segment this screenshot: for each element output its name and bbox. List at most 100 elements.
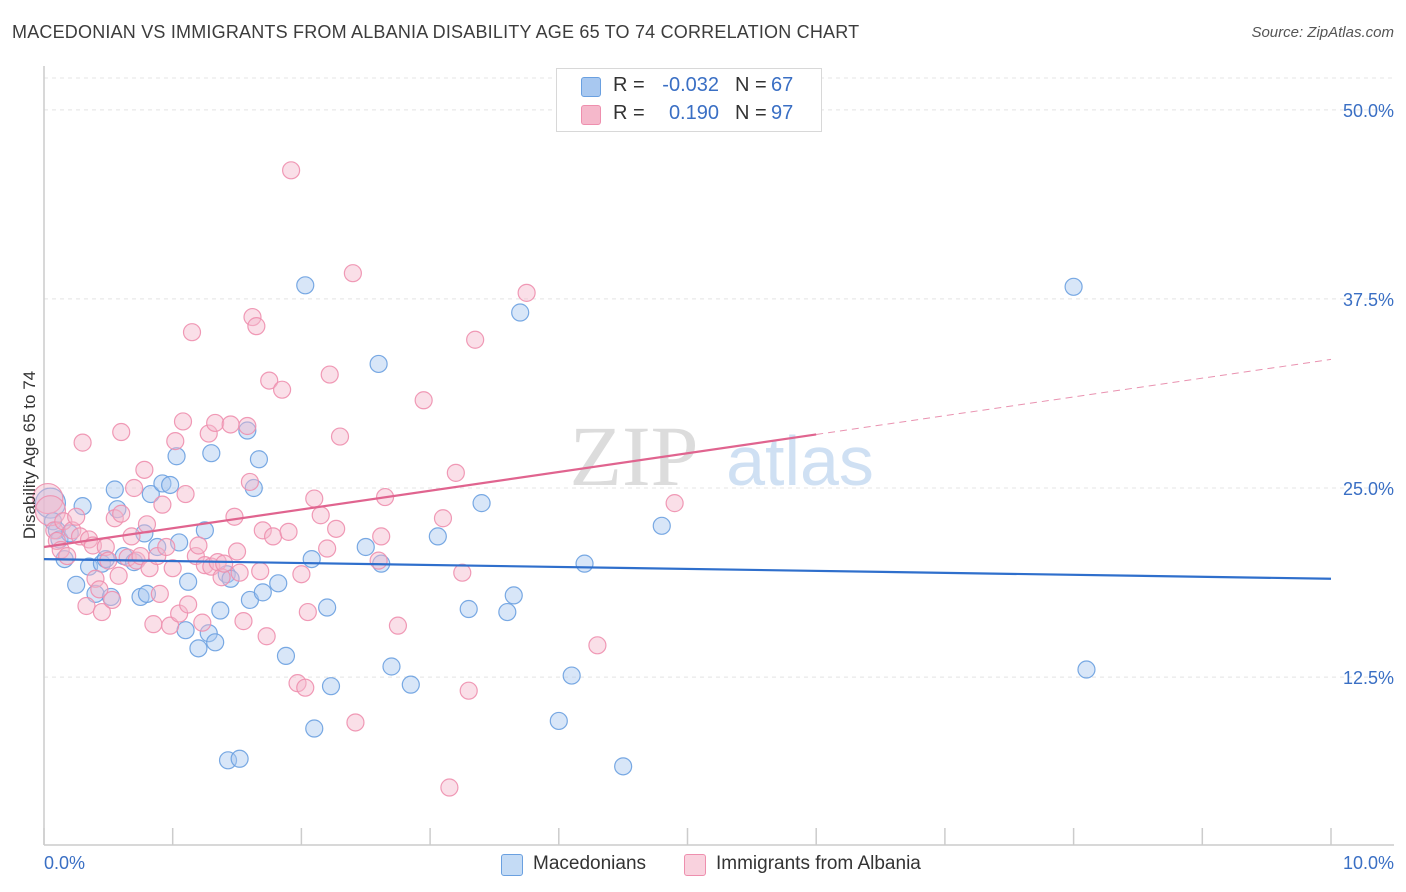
point-albania	[459, 681, 478, 700]
point-macedonian	[230, 749, 249, 768]
point-macedonian	[1064, 277, 1083, 296]
point-macedonian	[153, 474, 172, 493]
point-albania	[272, 380, 292, 399]
point-albania	[243, 307, 262, 327]
point-macedonian	[276, 646, 296, 666]
point-albania	[517, 283, 536, 302]
point-albania	[199, 424, 218, 443]
point-macedonian	[199, 624, 218, 643]
point-macedonian	[161, 475, 180, 495]
point-albania	[234, 612, 253, 631]
point-albania	[135, 460, 154, 479]
point-macedonian	[504, 586, 523, 605]
point-albania	[161, 616, 180, 635]
point-albania	[257, 627, 276, 646]
point-albania	[153, 495, 172, 514]
point-albania	[122, 527, 141, 546]
data-points	[32, 161, 1096, 797]
point-albania	[247, 317, 266, 336]
point-albania	[251, 562, 270, 581]
correlation-legend: R = -0.032 N = 67 R = 0.190 N = 97	[556, 68, 822, 132]
point-albania	[86, 569, 105, 588]
legend-row-albania: R = 0.190 N = 97	[557, 100, 821, 128]
legend-r-label: R =	[613, 102, 645, 124]
y-tick-label: 25.0%	[1343, 479, 1394, 499]
point-albania	[320, 365, 339, 384]
point-albania	[466, 330, 485, 349]
point-macedonian	[652, 516, 671, 535]
x-tick-label: 0.0%	[44, 853, 85, 873]
point-macedonian	[211, 601, 230, 620]
point-albania	[446, 463, 465, 482]
point-albania	[240, 472, 260, 492]
y-tick-label: 37.5%	[1343, 290, 1394, 310]
point-albania	[92, 602, 112, 622]
point-macedonian	[302, 549, 321, 569]
point-albania	[77, 596, 96, 616]
legend-r-label: R =	[613, 74, 645, 96]
point-albania	[330, 427, 350, 446]
point-albania	[109, 566, 128, 585]
point-albania	[34, 495, 67, 527]
point-albania	[253, 521, 272, 540]
point-macedonian	[238, 421, 257, 440]
series-swatch-macedonians	[501, 854, 523, 876]
point-albania	[292, 565, 311, 584]
point-albania	[260, 371, 279, 390]
point-albania	[150, 584, 169, 603]
point-macedonian	[269, 574, 288, 593]
point-albania	[182, 323, 202, 342]
point-albania	[215, 554, 234, 573]
point-macedonian	[253, 583, 272, 602]
point-albania	[103, 590, 122, 610]
point-albania	[176, 484, 195, 504]
legend-n-label: N =	[735, 74, 767, 96]
point-macedonian	[296, 276, 315, 295]
point-macedonian	[321, 677, 341, 696]
legend-n-value: 67	[771, 74, 794, 96]
point-macedonian	[179, 572, 198, 591]
axes	[43, 66, 1394, 846]
trend-line-macedonians	[43, 557, 1332, 580]
point-albania	[124, 478, 144, 498]
point-macedonian	[401, 675, 420, 694]
point-macedonian	[195, 521, 214, 540]
point-albania	[112, 422, 131, 442]
series-swatch-albania	[684, 854, 706, 876]
point-macedonian	[167, 447, 186, 466]
point-macedonian	[218, 751, 238, 770]
point-macedonian	[206, 633, 225, 652]
point-albania	[221, 415, 240, 434]
point-albania	[453, 563, 472, 582]
point-macedonian	[1077, 660, 1096, 679]
point-albania	[238, 416, 257, 436]
point-albania	[206, 413, 225, 433]
watermark-zip: ZIP	[570, 408, 699, 504]
legend-swatch-albania	[581, 105, 601, 125]
point-albania	[58, 546, 77, 566]
legend-row-macedonians: R = -0.032 N = 67	[557, 72, 821, 100]
point-macedonian	[498, 602, 517, 622]
point-macedonian	[305, 719, 324, 738]
point-albania	[263, 527, 283, 546]
point-albania	[189, 536, 208, 555]
point-macedonian	[562, 666, 581, 685]
legend-r-value: 0.190	[668, 102, 719, 124]
series-label-albania: Immigrants from Albania	[716, 853, 921, 874]
point-albania	[305, 489, 324, 508]
trend-lines	[43, 358, 1332, 580]
trend-line-albania-extension	[816, 358, 1332, 435]
point-albania	[343, 264, 362, 283]
point-macedonian	[141, 484, 160, 504]
point-macedonian	[369, 354, 388, 374]
y-tick-label: 50.0%	[1343, 101, 1394, 121]
point-albania	[414, 391, 433, 410]
point-albania	[388, 616, 408, 635]
point-albania	[144, 615, 163, 634]
point-albania	[433, 509, 453, 528]
point-macedonian	[176, 621, 195, 640]
point-albania	[588, 636, 607, 655]
point-albania	[372, 527, 391, 546]
tick-labels: 12.5% 25.0% 37.5% 50.0% 0.0% 10.0%	[44, 101, 1394, 873]
